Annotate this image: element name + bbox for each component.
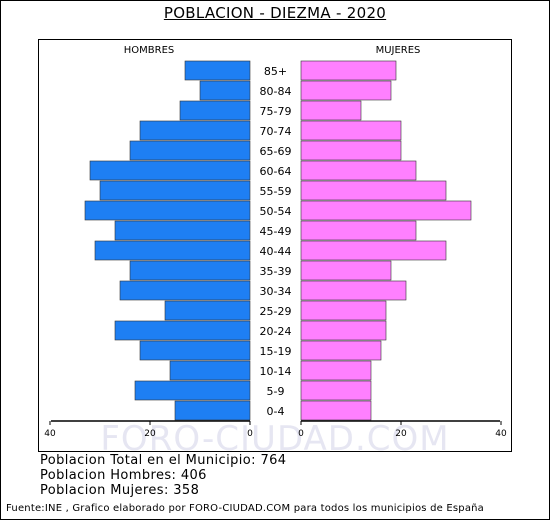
age-label-5-9: 5-9 (267, 385, 285, 398)
age-label-55-59: 55-59 (260, 185, 292, 198)
bar-mujeres-20-24 (300, 320, 387, 341)
age-label-0-4: 0-4 (267, 405, 285, 418)
age-label-25-29: 25-29 (260, 305, 292, 318)
bar-mujeres-0-4 (300, 400, 372, 421)
x-tick-label-3: 0 (298, 429, 304, 439)
age-label-20-24: 20-24 (260, 325, 292, 338)
source-footer: Fuente:INE , Grafico elaborado por FORO-… (6, 503, 485, 514)
bar-hombres-20-24 (114, 320, 251, 341)
bar-mujeres-10-14 (300, 360, 372, 381)
total-population: Poblacion Total en el Municipio: 764 (40, 453, 287, 468)
bar-hombres-15-19 (139, 340, 251, 361)
bar-mujeres-35-39 (300, 260, 392, 281)
bar-hombres-75-79 (179, 100, 251, 121)
bar-mujeres-50-54 (300, 200, 472, 221)
bar-hombres-60-64 (89, 160, 251, 181)
bar-hombres-25-29 (164, 300, 251, 321)
bar-hombres-70-74 (139, 120, 251, 141)
bar-mujeres-60-64 (300, 160, 417, 181)
bar-hombres-40-44 (94, 240, 251, 261)
pyramid-svg: FORO-CIUDAD.COM HOMBRES MUJERES 85+ 80-84 75-… (44, 45, 507, 451)
bar-mujeres-55-59 (300, 180, 447, 201)
bar-hombres-80-84 (199, 80, 251, 101)
bar-mujeres-15-19 (300, 340, 382, 361)
bar-hombres-5-9 (134, 380, 251, 401)
female-population: Poblacion Mujeres: 358 (40, 483, 200, 498)
age-label-60-64: 60-64 (260, 165, 292, 178)
bar-hombres-85+ (184, 60, 251, 81)
age-label-80-84: 80-84 (260, 85, 292, 98)
watermark-text: FORO-CIUDAD.COM (100, 419, 449, 451)
age-label-85+: 85+ (264, 65, 287, 78)
bar-mujeres-5-9 (300, 380, 372, 401)
age-label-35-39: 35-39 (260, 265, 292, 278)
bar-hombres-50-54 (84, 200, 251, 221)
bar-mujeres-75-79 (300, 100, 362, 121)
bar-mujeres-45-49 (300, 220, 417, 241)
bar-mujeres-30-34 (300, 280, 407, 301)
bar-hombres-65-69 (129, 140, 251, 161)
age-label-70-74: 70-74 (260, 125, 292, 138)
bar-hombres-55-59 (99, 180, 251, 201)
bar-mujeres-25-29 (300, 300, 387, 321)
age-label-15-19: 15-19 (260, 345, 292, 358)
bar-hombres-35-39 (129, 260, 251, 281)
bar-mujeres-85+ (300, 60, 397, 81)
bar-hombres-0-4 (174, 400, 251, 421)
bar-hombres-30-34 (119, 280, 251, 301)
age-label-10-14: 10-14 (260, 365, 292, 378)
bar-hombres-10-14 (169, 360, 251, 381)
bar-mujeres-40-44 (300, 240, 447, 261)
x-tick-label-0: 40 (44, 429, 56, 439)
legend-hombres: HOMBRES (124, 45, 175, 56)
bar-mujeres-70-74 (300, 120, 402, 141)
bar-mujeres-65-69 (300, 140, 402, 161)
x-tick-label-1: 20 (144, 429, 156, 439)
legend-mujeres: MUJERES (376, 45, 421, 56)
age-label-45-49: 45-49 (260, 225, 292, 238)
male-population: Poblacion Hombres: 406 (40, 468, 207, 483)
age-label-75-79: 75-79 (260, 105, 292, 118)
chart-title: POBLACION - DIEZMA - 2020 (163, 4, 387, 22)
age-label-40-44: 40-44 (260, 245, 292, 258)
age-label-30-34: 30-34 (260, 285, 292, 298)
age-label-65-69: 65-69 (260, 145, 292, 158)
bar-hombres-45-49 (114, 220, 251, 241)
age-label-50-54: 50-54 (260, 205, 292, 218)
x-tick-label-2: 0 (247, 429, 253, 439)
pyramid-chart: FORO-CIUDAD.COM HOMBRES MUJERES 85+ 80-84 75-… (38, 39, 512, 452)
x-tick-label-5: 40 (495, 429, 507, 439)
x-tick-label-4: 20 (395, 429, 407, 439)
bar-mujeres-80-84 (300, 80, 392, 101)
